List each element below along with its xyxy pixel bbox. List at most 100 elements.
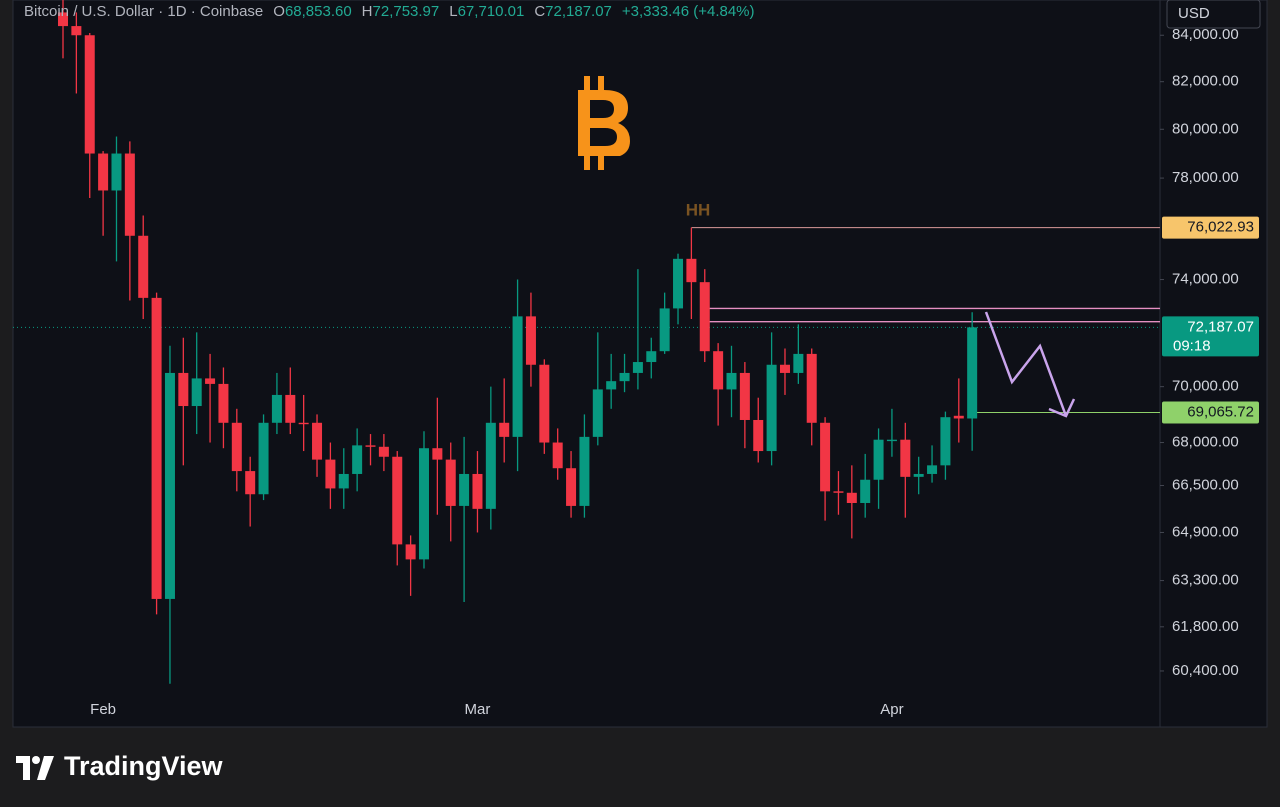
y-tick-label: 60,400.00 [1172, 662, 1239, 679]
y-tick-label: 80,000.00 [1172, 120, 1239, 137]
ohlc-key: H [361, 3, 373, 20]
y-tick-label: 70,000.00 [1172, 378, 1239, 395]
price-tag-countdown: 09:18 [1173, 337, 1211, 354]
candle-body [579, 436, 590, 506]
candle-body [619, 372, 630, 382]
candle-body [873, 439, 884, 480]
ohlc-value: 72,187.07 [545, 3, 612, 20]
x-tick-label: Feb [90, 701, 116, 718]
candle-body [900, 439, 911, 477]
change: +3,333.46 (+4.84%) [621, 3, 755, 20]
candle-body [646, 351, 657, 363]
candle-body [178, 372, 189, 407]
symbol-legend: Bitcoin / U.S. Dollar · 1D · Coinbase O68… [24, 3, 765, 20]
candle-body [820, 422, 831, 492]
candle-body [472, 473, 483, 509]
candle-body [312, 422, 323, 460]
currency-box[interactable] [1166, 0, 1261, 29]
price-tag-label: 72,187.07 [1187, 318, 1254, 335]
candle-body [231, 422, 242, 472]
y-tick-label: 84,000.00 [1172, 26, 1239, 43]
candle-body [699, 282, 710, 352]
x-tick-label: Apr [880, 701, 903, 718]
price-tag [1162, 316, 1259, 357]
candle-body [285, 394, 296, 423]
candle-body [606, 381, 617, 390]
candle-body [726, 372, 737, 390]
candle-body [592, 389, 603, 437]
y-tick-label: 78,000.00 [1172, 169, 1239, 186]
ohlc-value: 67,710.01 [457, 3, 525, 20]
bitcoin-logo [578, 76, 630, 170]
candle-body [445, 459, 456, 506]
candle-body [779, 364, 790, 373]
candle-body [432, 448, 443, 460]
price-tag [1162, 216, 1259, 239]
candle-body [953, 415, 964, 419]
candle-body [124, 153, 135, 236]
currency[interactable]: USD [1178, 5, 1210, 22]
price-tag [1162, 401, 1259, 424]
candle-body [98, 153, 109, 191]
x-tick-label: Mar [465, 701, 491, 718]
y-tick-label: 61,800.00 [1172, 618, 1239, 635]
y-tick-label: 66,500.00 [1172, 476, 1239, 493]
y-tick-label: 68,000.00 [1172, 434, 1239, 451]
y-tick-label: 63,300.00 [1172, 572, 1239, 589]
candle-body [766, 364, 777, 452]
tradingview-logo [16, 756, 54, 780]
candle-body [298, 422, 309, 425]
candle-body [659, 308, 670, 352]
candle-body [739, 372, 750, 420]
candle-body [846, 492, 857, 503]
candle-body [686, 258, 697, 283]
ohlc-key: O [273, 3, 285, 20]
candle-body [151, 297, 162, 599]
ohlc-value: 68,853.60 [284, 3, 352, 20]
brand: TradingView [64, 751, 224, 781]
candle-body [365, 445, 376, 447]
candle-body [392, 456, 403, 545]
candle-body [405, 544, 416, 560]
candle-body [245, 471, 256, 495]
candle-body [111, 153, 122, 191]
candle-body [793, 353, 804, 373]
candle-body [338, 473, 349, 489]
candle-body [205, 378, 216, 384]
candle-body [860, 479, 871, 503]
candle-body [525, 316, 536, 365]
candle-body [325, 459, 336, 489]
candle-body [753, 419, 764, 452]
candle-body [552, 442, 563, 469]
annotation: HH [686, 200, 711, 219]
candle-body [806, 353, 817, 423]
candle-body [512, 316, 523, 437]
candle-body [164, 372, 175, 599]
ohlc-value: 72,753.97 [372, 3, 440, 20]
candle-body [886, 439, 897, 442]
candle-body [913, 473, 924, 477]
candle-body [485, 422, 496, 509]
candle-body [378, 446, 389, 457]
candle-body [138, 235, 149, 298]
candle-body [191, 378, 202, 407]
y-tick-label: 82,000.00 [1172, 73, 1239, 90]
candle-body [673, 258, 684, 309]
ohlc-key: C [534, 3, 546, 20]
price-tag-label: 69,065.72 [1187, 404, 1254, 421]
candle-body [713, 351, 724, 390]
symbol: Bitcoin / U.S. Dollar · 1D · Coinbase [24, 3, 264, 20]
projection-arrow [984, 311, 1076, 418]
candle-body [833, 491, 844, 493]
candle-body [499, 422, 510, 437]
ohlc-key: L [449, 3, 458, 20]
candle-body [58, 12, 68, 27]
candle-body [71, 26, 82, 36]
y-tick-label: 74,000.00 [1172, 271, 1239, 288]
candle-body [967, 327, 978, 419]
candle-body [84, 35, 95, 154]
candle-body [539, 364, 550, 443]
candle-body [632, 362, 643, 373]
